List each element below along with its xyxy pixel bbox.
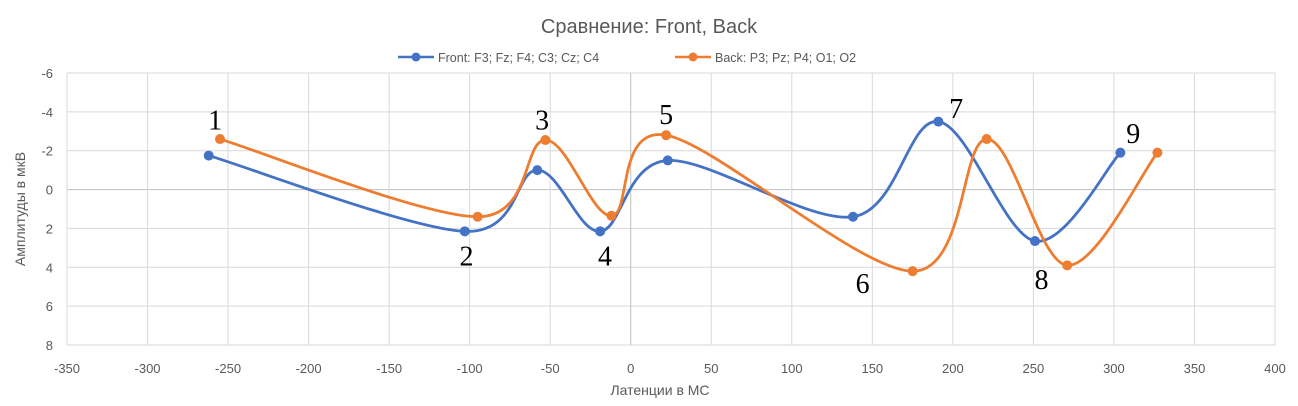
y-tick-label: 0 (46, 183, 53, 198)
data-point-marker[interactable] (215, 134, 226, 145)
peak-number-annotation: 1 (208, 106, 222, 137)
x-tick-label: 0 (627, 361, 634, 376)
x-axis-label: Латенции в МС (610, 382, 709, 398)
peak-number-annotation: 4 (598, 242, 612, 273)
x-tick-label: -100 (457, 361, 483, 376)
data-point-marker[interactable] (472, 211, 483, 222)
data-point-marker[interactable] (1062, 260, 1073, 271)
peak-number-annotation: 6 (856, 269, 870, 300)
legend-marker-back (688, 52, 698, 62)
plot-series (203, 116, 1163, 277)
x-tick-label: -350 (54, 361, 80, 376)
x-tick-label: 250 (1023, 361, 1045, 376)
chart-title: Сравнение: Front, Back (541, 16, 758, 38)
y-tick-label: 4 (46, 260, 53, 275)
data-point-marker[interactable] (532, 165, 543, 176)
data-point-marker[interactable] (981, 134, 992, 145)
data-point-marker[interactable] (848, 211, 859, 222)
y-tick-label: -2 (41, 144, 53, 159)
x-tick-label: 350 (1184, 361, 1206, 376)
peak-number-annotation: 3 (535, 106, 549, 137)
annotations: 1 2 3 4 5 6 7 8 9 (208, 94, 1140, 300)
data-point-marker[interactable] (661, 130, 672, 141)
legend-item-front[interactable]: Front: F3; Fz; F4; C3; Cz; C4 (398, 51, 599, 65)
data-point-marker[interactable] (662, 155, 673, 166)
peak-number-annotation: 5 (659, 100, 673, 131)
x-tick-label: -150 (376, 361, 402, 376)
y-tick-label: 2 (46, 221, 53, 236)
x-axis-ticks: -350 -300 -250 -200 -150 -100 -50 0 50 100 150 200 2… (54, 361, 1286, 376)
data-point-marker[interactable] (907, 266, 918, 277)
peak-number-annotation: 9 (1126, 119, 1140, 150)
y-tick-label: -4 (41, 105, 53, 120)
data-point-marker[interactable] (595, 226, 606, 237)
data-point-marker[interactable] (1115, 147, 1126, 158)
data-point-marker[interactable] (933, 116, 944, 127)
x-tick-label: -50 (541, 361, 560, 376)
y-tick-label: 6 (46, 299, 53, 314)
x-tick-label: -250 (215, 361, 241, 376)
peak-number-annotation: 2 (459, 242, 473, 273)
legend-marker-front (411, 52, 421, 62)
peak-number-annotation: 8 (1034, 265, 1048, 296)
y-tick-label: -6 (41, 66, 53, 81)
x-tick-label: 50 (704, 361, 718, 376)
x-tick-label: 200 (942, 361, 964, 376)
x-tick-label: 100 (781, 361, 803, 376)
data-point-marker[interactable] (203, 150, 214, 161)
y-axis-ticks: -6 -4 -2 0 2 4 6 8 (41, 66, 53, 353)
legend-item-back[interactable]: Back: P3; Pz; P4; O1; O2 (675, 51, 856, 65)
data-point-marker[interactable] (1152, 147, 1163, 158)
data-point-marker[interactable] (1030, 236, 1041, 247)
x-tick-label: 300 (1103, 361, 1125, 376)
legend-label-back: Back: P3; Pz; P4; O1; O2 (715, 51, 856, 65)
grid (66, 72, 1276, 346)
x-tick-label: -300 (135, 361, 161, 376)
data-point-marker[interactable] (459, 226, 470, 237)
legend: Front: F3; Fz; F4; C3; Cz; C4 Back: P3; … (398, 51, 856, 65)
y-axis-label: Амплитуды в мкВ (12, 152, 28, 266)
series-line-back (218, 133, 1159, 273)
x-tick-label: 150 (861, 361, 883, 376)
x-tick-label: 400 (1264, 361, 1286, 376)
legend-label-front: Front: F3; Fz; F4; C3; Cz; C4 (438, 51, 599, 65)
x-tick-label: -200 (296, 361, 322, 376)
y-tick-label: 8 (46, 338, 53, 353)
data-point-marker[interactable] (606, 210, 617, 221)
data-point-marker[interactable] (540, 135, 551, 146)
peak-number-annotation: 7 (949, 94, 963, 125)
